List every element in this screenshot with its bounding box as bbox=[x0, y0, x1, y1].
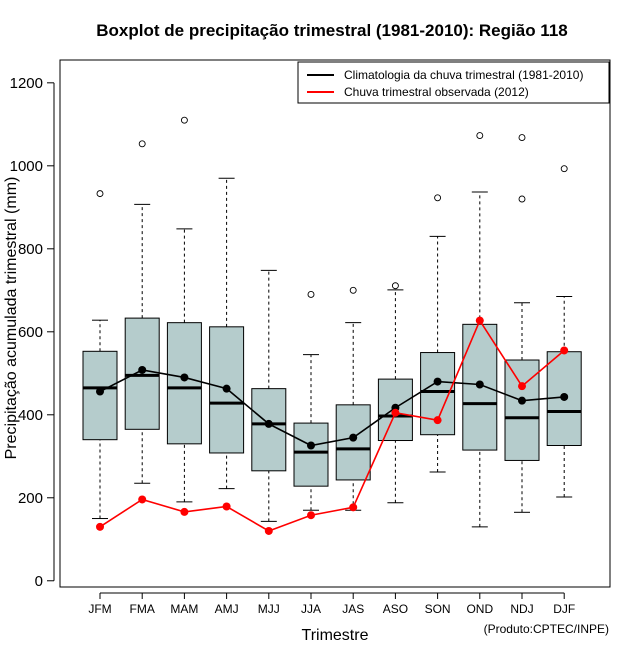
series-lines bbox=[96, 316, 569, 535]
point-climatology-son bbox=[433, 377, 442, 386]
y-tick-label: 0 bbox=[35, 573, 43, 590]
outlier-point bbox=[349, 286, 357, 294]
point-observed-ndj bbox=[518, 382, 526, 391]
x-tick-label: DJF bbox=[553, 602, 575, 616]
y-axis: 0 200 400 600 800 1000 1200 bbox=[10, 75, 55, 590]
outlier-point bbox=[391, 282, 399, 290]
point-observed-ond bbox=[475, 316, 484, 325]
box-body bbox=[335, 404, 371, 481]
x-tick-label: JFM bbox=[88, 602, 111, 616]
y-tick-label: 400 bbox=[18, 407, 43, 424]
box-jas bbox=[335, 286, 371, 511]
x-tick-label: OND bbox=[466, 602, 493, 616]
outlier-point bbox=[476, 132, 484, 139]
x-tick-label: AMJ bbox=[215, 602, 239, 616]
y-tick-label: 200 bbox=[18, 490, 43, 507]
x-tick-label: SON bbox=[425, 602, 451, 616]
x-tick-label: FMA bbox=[130, 602, 155, 616]
outlier-point bbox=[434, 194, 442, 202]
outlier-point bbox=[96, 190, 104, 198]
point-observed-jja bbox=[307, 511, 315, 520]
y-tick-label: 600 bbox=[18, 324, 43, 341]
x-tick-label: NDJ bbox=[510, 602, 533, 616]
point-observed-djf bbox=[560, 346, 569, 355]
box-ndj bbox=[504, 134, 540, 513]
point-climatology-jja bbox=[307, 441, 315, 450]
point-observed-son bbox=[433, 416, 442, 425]
box-aso bbox=[377, 282, 413, 504]
point-climatology-ndj bbox=[518, 396, 526, 405]
point-observed-aso bbox=[391, 408, 400, 417]
x-tick-label: MAM bbox=[170, 602, 198, 616]
x-axis-label: Trimestre bbox=[302, 627, 369, 644]
point-observed-jas bbox=[349, 503, 358, 512]
point-observed-fma bbox=[138, 495, 147, 504]
box-mam bbox=[166, 116, 202, 503]
box-jfm bbox=[82, 190, 118, 520]
outlier-point bbox=[518, 134, 526, 142]
y-tick-label: 1000 bbox=[10, 158, 43, 175]
outlier-point bbox=[307, 291, 315, 298]
point-climatology-jfm bbox=[96, 387, 104, 396]
box-amj bbox=[209, 177, 245, 490]
point-climatology-ond bbox=[475, 380, 484, 389]
plot-frame bbox=[59, 59, 611, 588]
point-climatology-mam bbox=[180, 373, 189, 382]
outlier-point bbox=[560, 165, 568, 173]
y-tick-label: 1200 bbox=[10, 75, 43, 92]
point-climatology-djf bbox=[560, 392, 569, 401]
point-observed-mjj bbox=[264, 526, 273, 535]
point-observed-amj bbox=[222, 502, 231, 511]
x-tick-label: MJJ bbox=[258, 602, 280, 616]
box-body bbox=[166, 322, 202, 445]
point-climatology-jas bbox=[349, 433, 358, 442]
box-son bbox=[420, 194, 456, 473]
series-line-climatology bbox=[99, 369, 565, 447]
x-axis: JFM FMA MAM AMJ MJJ JJA JAS ASO SON OND NDJ DJF bbox=[88, 592, 575, 616]
y-axis-label: Precipitação acumulada trimestral (mm) bbox=[3, 177, 20, 460]
point-climatology-mjj bbox=[264, 419, 273, 428]
box-body bbox=[293, 422, 329, 487]
outlier-point bbox=[180, 116, 188, 124]
box-djf bbox=[546, 165, 582, 498]
point-climatology-fma bbox=[138, 365, 147, 374]
legend-label-climatology: Climatologia da chuva trimestral (1981-2… bbox=[344, 68, 583, 82]
point-climatology-amj bbox=[222, 384, 231, 393]
chart-title: Boxplot de precipitação trimestral (1981… bbox=[96, 21, 567, 40]
x-tick-label: ASO bbox=[383, 602, 408, 616]
box-mjj bbox=[251, 269, 287, 522]
outlier-point bbox=[518, 195, 526, 203]
box-fma bbox=[124, 140, 160, 484]
boxes bbox=[82, 116, 582, 528]
y-tick-label: 800 bbox=[18, 241, 43, 258]
point-observed-mam bbox=[180, 507, 189, 516]
box-jja bbox=[293, 291, 329, 511]
outlier-point bbox=[138, 140, 146, 148]
point-observed-jfm bbox=[96, 522, 104, 531]
legend: Climatologia da chuva trimestral (1981-2… bbox=[297, 61, 610, 104]
x-tick-label: JJA bbox=[301, 602, 321, 616]
box-ond bbox=[462, 132, 498, 528]
legend-box bbox=[297, 61, 610, 104]
legend-label-observed: Chuva trimestral observada (2012) bbox=[344, 85, 529, 99]
series-line-observed bbox=[99, 318, 565, 532]
credit-label: (Produto:CPTEC/INPE) bbox=[484, 622, 609, 636]
x-tick-label: JAS bbox=[342, 602, 364, 616]
